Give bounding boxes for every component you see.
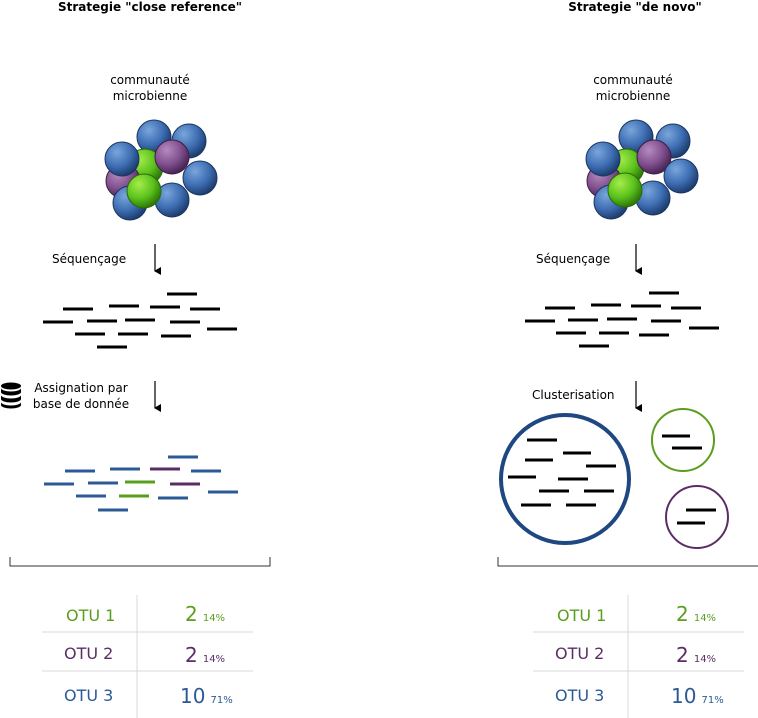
cluster-otu2 [665,485,729,549]
right-otu1-pct: 14% [693,613,717,624]
left-reads [43,292,237,349]
table-grid [42,595,744,718]
right-otu2-count: 2 [676,643,689,667]
left-community-label: communauté microbienne [110,73,190,103]
left-otu3-pct: 71% [210,695,233,706]
left-otu3-count: 10 [180,684,206,708]
left-otu1-name: OTU 1 [66,606,116,625]
right-bracket [497,557,758,567]
left-title: Strategie "close reference" [58,0,242,14]
left-otu1-count-cell: 2 14% [185,604,225,629]
right-sequencing-label: Séquençage [536,252,611,266]
right-reads [525,291,719,348]
cluster-otu1 [651,408,715,472]
left-otu2-pct: 14% [202,654,226,665]
right-otu3-name: OTU 3 [555,686,605,705]
left-otu1-count: 2 [185,602,198,626]
left-assign-label: Assignation par base de donnée [32,381,130,411]
left-otu2-count-cell: 2 14% [185,645,225,670]
left-microbial-community [104,119,218,221]
right-community-label: communauté microbienne [593,73,673,103]
left-otu1-pct: 14% [202,613,226,624]
left-otu2-count: 2 [185,643,198,667]
right-microbial-community [585,119,699,220]
right-otu3-count-cell: 10 71% [671,686,724,711]
right-otu1-count-cell: 2 14% [676,604,716,629]
right-otu2-pct: 14% [693,654,717,665]
left-bracket [9,557,271,567]
left-otu3-count-cell: 10 71% [180,686,233,711]
left-assigned-reads [44,455,238,512]
right-otu1-name: OTU 1 [557,606,607,625]
left-otu3-name: OTU 3 [64,686,114,705]
cluster-otu3 [499,413,631,545]
right-title: Strategie "de novo" [568,0,702,14]
right-otu2-count-cell: 2 14% [676,645,716,670]
database-icon [1,382,21,409]
left-sequencing-label: Séquençage [52,252,127,266]
right-otu2-name: OTU 2 [555,644,605,663]
right-cluster-label: Clusterisation [532,388,615,402]
right-otu3-count: 10 [671,684,697,708]
left-otu2-name: OTU 2 [64,644,114,663]
right-otu3-pct: 71% [701,695,724,706]
right-otu1-count: 2 [676,602,689,626]
